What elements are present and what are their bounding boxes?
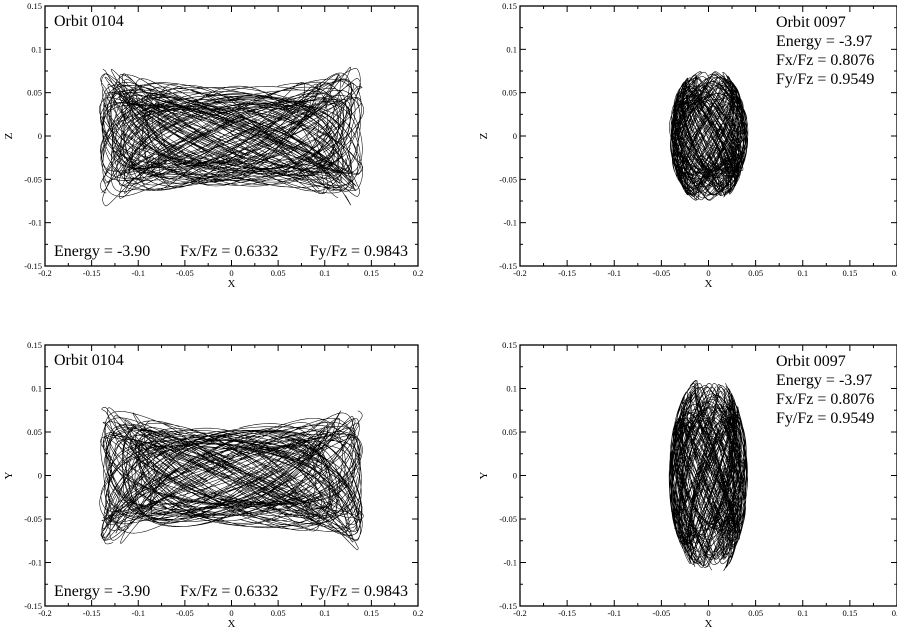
x-tick-label: 0.2: [413, 608, 424, 618]
x-tick-label: 0.05: [271, 268, 286, 278]
fy-fz-label: Fy/Fz = 0.9843: [310, 243, 408, 260]
orbit-trajectory: [99, 406, 364, 551]
x-tick-label: 0.2: [413, 268, 424, 278]
y-tick-label: -0.1: [29, 558, 42, 568]
y-tick-label: 0.1: [506, 44, 517, 54]
y-tick-label: 0: [513, 471, 517, 481]
x-tick-label: 0.2: [892, 608, 897, 618]
x-tick-label: 0.1: [319, 608, 330, 618]
x-tick-label: 0: [229, 268, 233, 278]
fy-fz-label: Fy/Fz = 0.9549: [776, 410, 874, 427]
fy-fz-label: Fy/Fz = 0.9843: [310, 583, 408, 600]
energy-label: Energy = -3.90: [54, 243, 150, 260]
y-tick-label: -0.1: [504, 558, 517, 568]
orbit-trajectory: [668, 380, 748, 571]
y-tick-label: 0.1: [31, 384, 42, 394]
x-tick-label: 0.1: [319, 268, 330, 278]
x-tick-label: -0.1: [132, 608, 145, 618]
y-tick-label: -0.1: [29, 218, 42, 228]
x-tick-label: 0.05: [748, 608, 763, 618]
x-tick-label: -0.1: [132, 268, 145, 278]
panel-xy-orbit-0104: -0.2 -0.15 -0.1 -0.05 0 0.05 0.1 0.15 0.2-0.15-0…: [3, 340, 423, 630]
energy-label: Energy = -3.90: [54, 583, 150, 600]
y-tick-label: 0: [38, 471, 42, 481]
energy-label: Energy = -3.97: [776, 33, 872, 50]
x-tick-label: -0.2: [513, 268, 526, 278]
y-tick-label: 0.05: [502, 427, 517, 437]
panel-xz-orbit-0097: -0.2-0.15-0.1-0.0500.050.10.150.2-0.15-0…: [478, 1, 897, 290]
x-tick-label: 0.15: [364, 608, 379, 618]
fy-fz-label: Fy/Fz = 0.9549: [776, 71, 874, 88]
y-tick-label: -0.05: [24, 174, 42, 184]
x-axis-label: X: [705, 278, 713, 290]
y-tick-label: -0.15: [499, 261, 517, 271]
fx-fz-label: Fx/Fz = 0.6332: [180, 583, 278, 600]
y-tick-label: 0.15: [27, 340, 42, 350]
y-tick-label: -0.15: [24, 601, 42, 611]
panel-xz-orbit-0104: -0.2 -0.15 -0.1 -0.05 0 0.05 0.1 0.15 0.2-0.15-0…: [3, 1, 423, 290]
fx-fz-label: Fx/Fz = 0.8076: [776, 52, 874, 69]
x-tick-label: -0.15: [558, 268, 576, 278]
y-tick-label: -0.05: [24, 514, 42, 524]
y-tick-label: 0.1: [506, 384, 517, 394]
x-tick-label: -0.15: [83, 268, 101, 278]
y-tick-label: 0.05: [27, 88, 42, 98]
y-tick-label: -0.1: [504, 218, 517, 228]
fx-fz-label: Fx/Fz = 0.8076: [776, 391, 874, 408]
x-tick-label: 0: [706, 268, 710, 278]
y-tick-label: 0.05: [502, 88, 517, 98]
x-axis-label: X: [228, 618, 236, 630]
x-tick-label: -0.2: [38, 608, 51, 618]
y-tick-label: 0: [513, 131, 517, 141]
x-axis-label: X: [705, 618, 713, 630]
y-tick-label: -0.15: [499, 601, 517, 611]
y-axis-label: Y: [478, 471, 490, 479]
y-tick-label: 0.15: [27, 1, 42, 11]
y-tick-label: -0.05: [499, 514, 517, 524]
x-tick-label: -0.05: [653, 608, 671, 618]
x-tick-label: -0.05: [653, 268, 671, 278]
x-tick-label: 0.1: [797, 268, 808, 278]
y-axis-label: Z: [478, 132, 490, 139]
y-axis-label: Z: [3, 132, 15, 139]
y-tick-label: -0.15: [24, 261, 42, 271]
orbit-label: Orbit 0097: [776, 353, 846, 370]
x-tick-label: -0.05: [176, 608, 194, 618]
orbit-label: Orbit 0104: [54, 13, 124, 30]
y-tick-label: 0.15: [502, 340, 517, 350]
fx-fz-label: Fx/Fz = 0.6332: [180, 243, 278, 260]
x-tick-label: -0.2: [38, 268, 51, 278]
plot-frame: [44, 344, 419, 607]
x-tick-label: 0: [229, 608, 233, 618]
x-tick-label: 0.05: [748, 268, 763, 278]
x-tick-label: -0.15: [558, 608, 576, 618]
x-tick-label: 0.05: [271, 608, 286, 618]
x-tick-label: -0.15: [83, 608, 101, 618]
x-tick-label: 0.15: [842, 268, 857, 278]
y-tick-label: -0.05: [499, 174, 517, 184]
x-tick-label: -0.2: [513, 608, 526, 618]
x-tick-label: -0.1: [608, 608, 621, 618]
energy-label: Energy = -3.97: [776, 372, 872, 389]
x-tick-label: 0.1: [797, 608, 808, 618]
x-tick-label: 0: [706, 608, 710, 618]
orbit-label: Orbit 0097: [776, 14, 846, 31]
y-tick-label: 0: [38, 131, 42, 141]
panel-xy-orbit-0097: -0.2-0.15-0.1-0.0500.050.10.150.2-0.15-0…: [478, 340, 897, 630]
y-axis-label: Y: [3, 471, 15, 479]
x-tick-label: 0.15: [364, 268, 379, 278]
orbit-trajectory: [99, 66, 364, 207]
x-tick-label: -0.05: [176, 268, 194, 278]
y-tick-label: 0.15: [502, 1, 517, 11]
x-axis-label: X: [228, 278, 236, 290]
x-tick-label: 0.15: [842, 608, 857, 618]
x-tick-label: -0.1: [608, 268, 621, 278]
y-tick-label: 0.05: [27, 427, 42, 437]
orbit-trajectory: [669, 71, 749, 201]
y-tick-label: 0.1: [31, 44, 42, 54]
orbit-label: Orbit 0104: [54, 352, 124, 369]
x-tick-label: 0.2: [892, 268, 897, 278]
